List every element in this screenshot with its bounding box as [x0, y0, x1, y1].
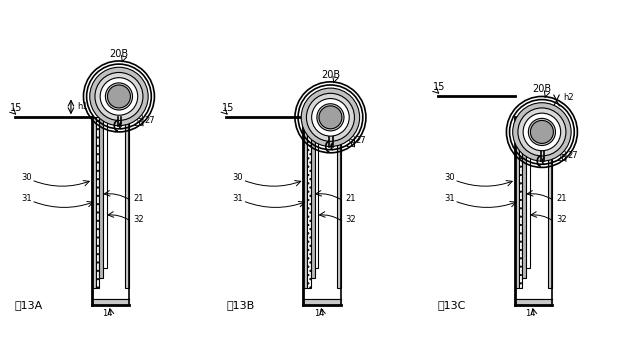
Text: 31: 31: [232, 194, 243, 203]
Text: 15: 15: [222, 103, 234, 113]
Text: 27: 27: [144, 116, 155, 124]
Circle shape: [301, 88, 360, 146]
Polygon shape: [303, 117, 307, 288]
Circle shape: [307, 93, 355, 141]
Circle shape: [108, 85, 131, 108]
Text: 26: 26: [134, 119, 144, 128]
Text: h1: h1: [77, 102, 88, 112]
Text: 25: 25: [134, 113, 144, 121]
Text: 14: 14: [525, 308, 536, 318]
Text: 30: 30: [444, 173, 454, 182]
Text: 32: 32: [345, 215, 356, 224]
Polygon shape: [522, 117, 526, 278]
Text: 26: 26: [345, 140, 356, 148]
Text: 30: 30: [21, 173, 31, 182]
Text: 図13C: 図13C: [438, 300, 466, 310]
Circle shape: [319, 106, 342, 129]
Polygon shape: [103, 117, 107, 267]
Polygon shape: [337, 117, 341, 288]
Text: 14: 14: [314, 308, 324, 318]
Text: 31: 31: [444, 194, 454, 203]
Circle shape: [90, 67, 148, 126]
Circle shape: [95, 73, 143, 120]
Text: 図13B: 図13B: [226, 300, 254, 310]
Text: 15: 15: [433, 82, 446, 92]
Polygon shape: [307, 117, 311, 288]
Polygon shape: [311, 117, 315, 278]
Polygon shape: [518, 117, 522, 288]
Text: 31: 31: [21, 194, 31, 203]
Text: 25: 25: [345, 133, 356, 142]
Text: 30: 30: [232, 173, 243, 182]
Polygon shape: [95, 117, 99, 288]
Text: 26: 26: [557, 154, 567, 163]
Text: 15: 15: [10, 103, 23, 113]
Polygon shape: [315, 117, 318, 267]
Text: 25: 25: [557, 148, 567, 157]
Circle shape: [529, 118, 556, 145]
Text: 21: 21: [557, 194, 567, 203]
Circle shape: [312, 99, 349, 136]
Text: h=0: h=0: [315, 104, 333, 113]
Text: 20B: 20B: [109, 49, 129, 59]
Circle shape: [100, 78, 138, 115]
Text: 21: 21: [345, 194, 356, 203]
Text: 20B: 20B: [321, 70, 340, 80]
Polygon shape: [92, 117, 95, 288]
Text: h2: h2: [563, 93, 573, 102]
Circle shape: [317, 104, 344, 131]
Polygon shape: [526, 117, 530, 267]
Circle shape: [523, 113, 561, 151]
Text: 21: 21: [134, 194, 144, 203]
Polygon shape: [515, 117, 518, 288]
Text: 27: 27: [355, 136, 366, 145]
Polygon shape: [125, 117, 129, 288]
Circle shape: [531, 120, 554, 143]
Polygon shape: [99, 117, 103, 278]
Circle shape: [106, 83, 132, 110]
Text: 27: 27: [567, 151, 577, 160]
Text: 32: 32: [134, 215, 144, 224]
Text: 32: 32: [557, 215, 567, 224]
Circle shape: [513, 103, 571, 161]
Circle shape: [518, 108, 566, 156]
Text: 図13A: 図13A: [15, 300, 43, 310]
Polygon shape: [548, 117, 552, 288]
Text: 14: 14: [102, 308, 113, 318]
Text: 20B: 20B: [532, 84, 552, 94]
